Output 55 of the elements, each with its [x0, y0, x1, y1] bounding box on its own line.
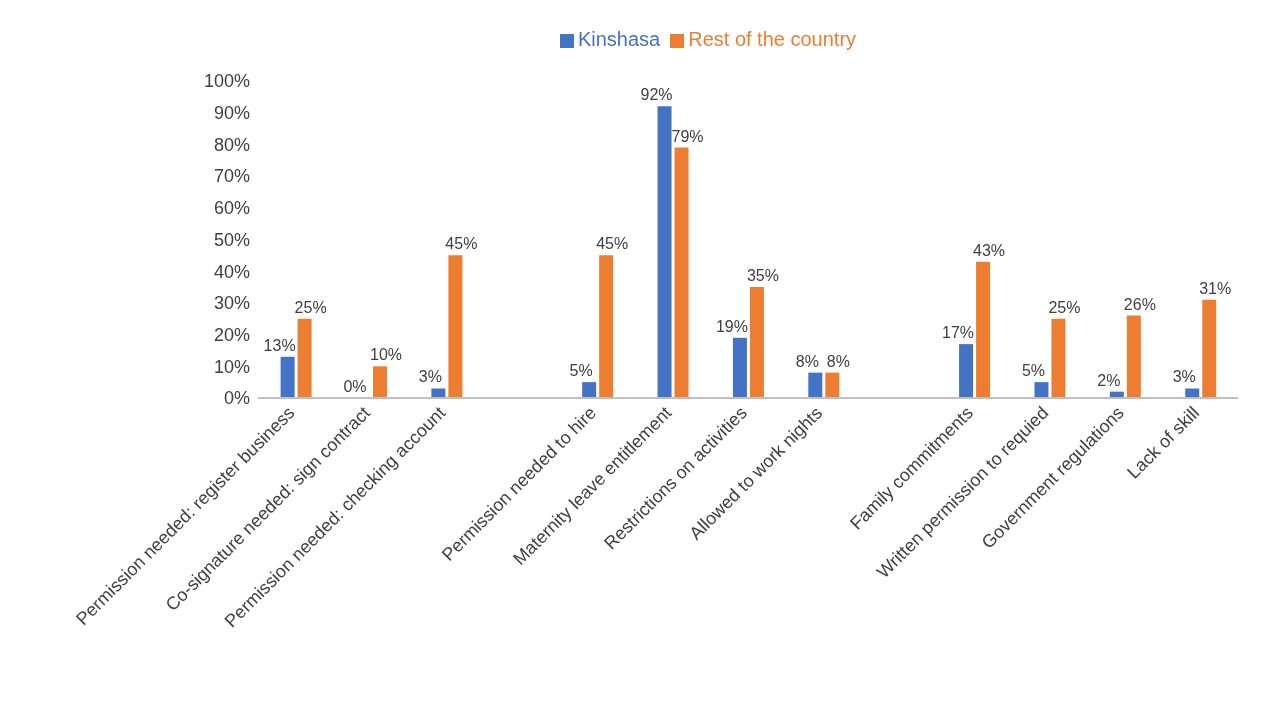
bar: [1051, 318, 1066, 398]
bar: [582, 382, 597, 398]
data-label: 26%: [1123, 295, 1156, 313]
bar: [732, 337, 747, 398]
y-tick-label: 90%: [213, 103, 250, 124]
data-label: 17%: [942, 324, 975, 342]
bar: [1185, 388, 1200, 398]
bar: [431, 388, 446, 398]
data-label: 2%: [1097, 371, 1121, 389]
bar: [448, 255, 463, 398]
y-tick-label: 30%: [213, 293, 250, 314]
bar: [808, 372, 823, 398]
data-label: 8%: [795, 352, 819, 370]
y-tick-label: 80%: [213, 134, 250, 155]
bar: [825, 372, 840, 398]
legend-label: Kinshasa: [577, 28, 661, 50]
data-label: 3%: [1172, 368, 1196, 386]
bar: [1034, 382, 1049, 398]
bar: [657, 106, 672, 398]
data-label: 25%: [294, 298, 327, 316]
y-tick-label: 60%: [213, 198, 250, 219]
y-tick-label: 40%: [213, 261, 250, 282]
data-label: 45%: [445, 235, 478, 253]
data-label: 3%: [418, 368, 442, 386]
y-tick-label: 10%: [213, 356, 250, 377]
y-tick-label: 100%: [203, 71, 250, 92]
data-label: 35%: [746, 267, 779, 285]
data-label: 25%: [1048, 298, 1081, 316]
data-label: 0%: [343, 378, 367, 395]
bar: [297, 318, 312, 398]
bar: [674, 147, 689, 398]
y-tick-label: 50%: [213, 229, 250, 250]
bar: [959, 344, 974, 398]
legend-label: Rest of the country: [688, 28, 857, 50]
y-tick-label: 20%: [213, 324, 250, 345]
bar: [749, 287, 764, 398]
y-tick-label: 0%: [223, 388, 250, 409]
data-label: 8%: [826, 352, 850, 370]
data-label: 5%: [569, 362, 593, 380]
bar: [280, 356, 295, 398]
bar: [1126, 315, 1141, 398]
data-label: 5%: [1021, 362, 1046, 380]
data-label: 10%: [369, 346, 403, 364]
data-label: 79%: [671, 127, 704, 145]
bar: [1202, 299, 1217, 398]
y-tick-label: 70%: [213, 166, 250, 187]
bar: [599, 255, 614, 398]
data-label: 13%: [263, 336, 296, 354]
data-label: 43%: [973, 241, 1006, 259]
data-label: 19%: [715, 317, 748, 335]
data-label: 92%: [640, 86, 673, 104]
data-label: 45%: [596, 235, 629, 253]
bar: [976, 261, 991, 398]
bar: [373, 366, 387, 398]
data-label: 31%: [1199, 279, 1232, 297]
